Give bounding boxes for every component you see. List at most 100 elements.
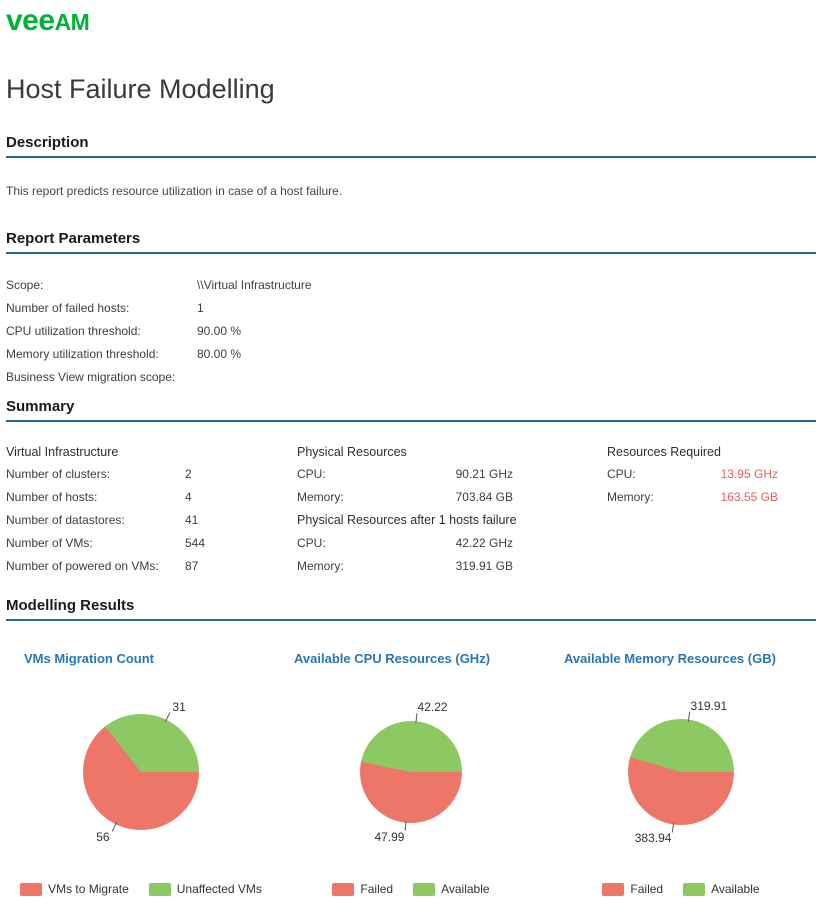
page-title: Host Failure Modelling	[6, 74, 275, 104]
summary-column-header: Resources Required	[607, 445, 721, 459]
summary-label: Number of VMs:	[6, 536, 93, 550]
chart-legend: Failed Available	[276, 882, 546, 896]
summary-row: Number of clusters: 2	[6, 463, 297, 486]
summary-row: Number of VMs: 544	[6, 532, 297, 555]
summary-row: Number of hosts: 4	[6, 486, 297, 509]
legend-swatch	[148, 882, 171, 896]
legend-label: Available	[441, 882, 490, 896]
param-label: Number of failed hosts:	[6, 301, 130, 315]
summary-row: Memory: 163.55 GB	[607, 486, 778, 509]
summary-row: Number of powered on VMs: 87	[6, 555, 297, 578]
chart-title: Available CPU Resources (GHz)	[294, 651, 491, 666]
summary-value: 2	[185, 467, 192, 481]
summary-label: Memory:	[297, 490, 344, 504]
legend-label: Failed	[630, 882, 664, 896]
legend-item: Failed	[602, 882, 663, 896]
summary-row: CPU: 13.95 GHz	[607, 463, 778, 486]
param-row: Scope: \\Virtual Infrastructure	[6, 274, 816, 297]
legend-item: Available	[413, 882, 490, 896]
summary-label: CPU:	[297, 467, 326, 481]
chart-available-memory-resources: Available Memory Resources (GB) 383.94 3…	[546, 645, 816, 901]
report-parameters-list: Scope: \\Virtual Infrastructure Number o…	[6, 274, 816, 389]
summary-label: Number of powered on VMs:	[6, 559, 159, 573]
pie-slice-label: 42.22	[417, 700, 448, 715]
param-value: 90.00 %	[197, 324, 242, 338]
param-label: Memory utilization threshold:	[6, 347, 159, 361]
legend-label: Failed	[360, 882, 394, 896]
legend-swatch	[413, 882, 436, 896]
summary-value: 703.84 GB	[455, 490, 513, 504]
summary-value: 87	[185, 559, 199, 573]
summary-value: 90.21 GHz	[455, 467, 513, 481]
veeam-logo-text: vee	[6, 4, 55, 37]
summary-value: 41	[185, 513, 199, 527]
summary-label: Memory:	[297, 559, 344, 573]
summary-label: Number of clusters:	[6, 467, 111, 481]
chart-available-cpu-resources: Available CPU Resources (GHz) 47.99 42.2…	[276, 645, 546, 901]
param-row: Business View migration scope:	[6, 366, 816, 389]
summary-label: Number of datastores:	[6, 513, 125, 527]
summary-column-resources-required: Resources Required CPU: 13.95 GHz Memory…	[607, 442, 816, 578]
chart-title: Available Memory Resources (GB)	[564, 651, 776, 666]
summary-subheader-after-failure: Physical Resources after 1 hosts failure	[297, 513, 517, 527]
legend-label: Available	[711, 882, 760, 896]
legend-swatch	[20, 882, 43, 896]
pie-chart	[628, 719, 734, 825]
legend-swatch	[683, 882, 706, 896]
param-label: CPU utilization threshold:	[6, 324, 141, 338]
summary-row: Number of datastores: 41	[6, 509, 297, 532]
legend-label: VMs to Migrate	[48, 882, 129, 896]
summary-row: CPU: 42.22 GHz	[297, 532, 513, 555]
summary-column-header: Physical Resources	[297, 445, 407, 459]
legend-item: Failed	[332, 882, 393, 896]
summary-label: CPU:	[297, 536, 326, 550]
param-row: Number of failed hosts: 1	[6, 297, 816, 320]
pie-slice-label: 383.94	[634, 831, 672, 846]
charts-row: VMs Migration Count 56 31 VMs to Migrate…	[6, 645, 816, 901]
pie-slice-label: 31	[172, 700, 186, 715]
summary-row: Memory: 319.91 GB	[297, 555, 513, 578]
param-row: Memory utilization threshold: 80.00 %	[6, 343, 816, 366]
chart-vms-migration-count: VMs Migration Count 56 31 VMs to Migrate…	[6, 645, 276, 901]
summary-row: Memory: 703.84 GB	[297, 486, 513, 509]
summary-value-required: 163.55 GB	[720, 490, 778, 504]
summary-label: Number of hosts:	[6, 490, 98, 504]
param-row: CPU utilization threshold: 90.00 %	[6, 320, 816, 343]
section-heading-description: Description	[6, 133, 816, 158]
summary-row: CPU: 90.21 GHz	[297, 463, 513, 486]
section-heading-modelling-results: Modelling Results	[6, 596, 816, 621]
legend-label: Unaffected VMs	[176, 882, 262, 896]
pie-chart	[360, 721, 462, 823]
summary-value: 42.22 GHz	[455, 536, 513, 550]
param-label: Business View migration scope:	[6, 370, 176, 384]
legend-item: Available	[683, 882, 760, 896]
description-text: This report predicts resource utilizatio…	[6, 184, 343, 198]
legend-item: Unaffected VMs	[148, 882, 262, 896]
section-heading-report-parameters: Report Parameters	[6, 229, 816, 254]
chart-legend: VMs to Migrate Unaffected VMs	[6, 882, 276, 896]
summary-column-physical-resources: Physical Resources CPU: 90.21 GHz Memory…	[297, 442, 607, 578]
summary-value-required: 13.95 GHz	[720, 467, 778, 481]
legend-swatch	[332, 882, 355, 896]
summary-label: Memory:	[607, 490, 654, 504]
pie-slice-label: 56	[96, 829, 110, 844]
summary-grid: Virtual Infrastructure Number of cluster…	[6, 442, 816, 578]
legend-swatch	[602, 882, 625, 896]
chart-title: VMs Migration Count	[24, 651, 154, 666]
summary-label: CPU:	[607, 467, 636, 481]
param-value: 1	[197, 301, 204, 315]
param-value: \\Virtual Infrastructure	[197, 278, 312, 292]
summary-value: 4	[185, 490, 192, 504]
summary-value: 319.91 GB	[455, 559, 513, 573]
pie-slice-label: 47.99	[374, 829, 405, 844]
param-value: 80.00 %	[197, 347, 242, 361]
summary-column-header: Virtual Infrastructure	[6, 445, 119, 459]
summary-value: 544	[185, 536, 206, 550]
pie-chart	[83, 714, 199, 830]
section-heading-summary: Summary	[6, 397, 816, 422]
pie-slice-label: 319.91	[690, 698, 728, 713]
veeam-logo-text-caps: AM	[54, 9, 90, 35]
param-label: Scope:	[6, 278, 44, 292]
legend-item: VMs to Migrate	[20, 882, 129, 896]
